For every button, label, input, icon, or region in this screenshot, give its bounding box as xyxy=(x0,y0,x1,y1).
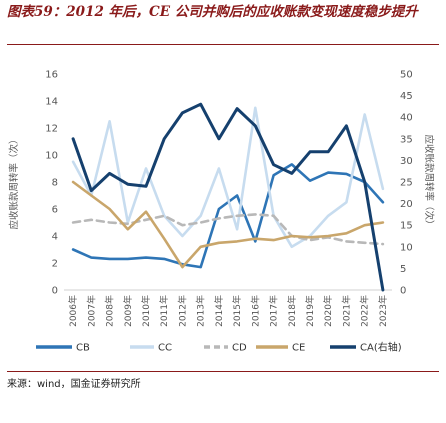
left-tick-label: 10 xyxy=(45,151,58,162)
x-tick-label: 2018年 xyxy=(286,295,298,327)
right-tick-label: 10 xyxy=(400,242,413,253)
left-tick-label: 2 xyxy=(52,259,58,270)
right-tick-label: 35 xyxy=(400,134,413,145)
left-axis-ticks: 0 2 4 6 8 10 12 14 16 xyxy=(45,70,58,297)
right-tick-label: 5 xyxy=(400,264,406,275)
right-tick-label: 40 xyxy=(400,113,413,124)
left-tick-label: 0 xyxy=(52,286,58,297)
right-axis-ticks: 0 5 10 15 20 25 30 35 40 45 50 xyxy=(400,70,413,297)
x-tick-label: 2015年 xyxy=(231,295,243,327)
legend-label: CE xyxy=(292,343,305,354)
right-tick-label: 30 xyxy=(400,156,413,167)
left-tick-label: 6 xyxy=(52,205,58,216)
left-tick-label: 16 xyxy=(45,70,58,81)
legend-label: CA(右轴) xyxy=(360,341,402,354)
x-tick-label: 2020年 xyxy=(322,295,334,327)
x-tick-label: 2023年 xyxy=(377,295,389,327)
x-tick-label: 2019年 xyxy=(304,295,316,327)
series-line-ce xyxy=(71,180,385,269)
series-line-ca xyxy=(71,102,385,292)
source-divider xyxy=(7,371,439,372)
x-tick-label: 2006年 xyxy=(67,295,79,327)
left-axis-title: 应收账款周转率（次） xyxy=(8,134,20,229)
x-tick-label: 2016年 xyxy=(249,295,261,327)
page-title: 图表59：2012 年后，CE 公司并购后的应收账款变现速度稳步提升 xyxy=(7,4,418,20)
legend: CB CC CD CE CA(右轴) xyxy=(36,341,402,354)
x-tick-label: 2013年 xyxy=(195,295,207,327)
x-tick-label: 2021年 xyxy=(340,295,352,327)
x-tick-label: 2012年 xyxy=(176,295,188,327)
x-tick-label: 2007年 xyxy=(85,295,97,327)
x-tick-label: 2014年 xyxy=(213,295,225,327)
title-divider xyxy=(7,44,439,45)
x-tick-label: 2017年 xyxy=(268,295,280,327)
x-tick-label: 2009年 xyxy=(122,295,134,327)
right-tick-label: 20 xyxy=(400,199,413,210)
x-tick-label: 2011年 xyxy=(158,295,170,327)
right-tick-label: 50 xyxy=(400,70,413,81)
series-line-cd xyxy=(71,213,385,246)
x-tick-label: 2022年 xyxy=(359,295,371,327)
left-tick-label: 8 xyxy=(52,178,58,189)
right-axis-title: 应收账款周转率（次） xyxy=(423,134,435,229)
right-tick-label: 25 xyxy=(400,178,413,189)
legend-label: CB xyxy=(76,343,90,354)
left-tick-label: 4 xyxy=(52,232,58,243)
x-axis-ticks: 2006年 2007年 2008年 2009年 2010年 2011年 2012年 2013年… xyxy=(67,295,389,327)
series-line-cc xyxy=(71,106,385,249)
right-tick-label: 15 xyxy=(400,221,413,232)
line-chart: 0 2 4 6 8 10 12 14 16 0 5 10 15 20 25 30 35 40 45 50 2006年… xyxy=(8,70,435,354)
x-tick-label: 2010年 xyxy=(140,295,152,327)
source-note: 来源：wind，国金证券研究所 xyxy=(7,379,141,390)
legend-label: CC xyxy=(158,343,172,354)
left-tick-label: 12 xyxy=(45,124,58,135)
series-lines xyxy=(71,102,385,292)
left-tick-label: 14 xyxy=(45,97,58,108)
right-tick-label: 0 xyxy=(400,286,406,297)
right-tick-label: 45 xyxy=(400,91,413,102)
x-tick-label: 2008年 xyxy=(104,295,116,327)
legend-label: CD xyxy=(232,343,247,354)
